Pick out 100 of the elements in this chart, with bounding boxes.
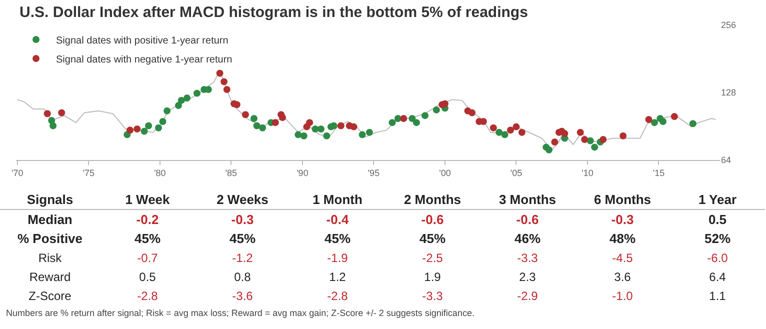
point [174, 102, 182, 109]
text: 0.5 [708, 212, 727, 227]
text: -0.6 [516, 212, 539, 227]
text: -1.9 [327, 250, 348, 264]
y-tick-label: 128 [721, 88, 736, 98]
text: -0.4 [326, 212, 349, 227]
legend-label: Signal dates with positive 1-year return [56, 35, 228, 46]
point [306, 119, 314, 126]
y-tick-label: 256 [721, 20, 736, 30]
point [134, 125, 141, 132]
text: -2.8 [327, 288, 348, 302]
point [155, 124, 162, 132]
point [358, 131, 366, 138]
text: -0.3 [231, 212, 254, 227]
text: 1.2 [329, 270, 346, 284]
category-label: 1 Week [100, 190, 195, 210]
text: 1.1 [709, 288, 726, 302]
text: -3.3 [517, 250, 538, 264]
point [250, 115, 258, 122]
text: 52% [704, 231, 731, 246]
x-tick-label: '70 [12, 168, 24, 178]
text: 46% [514, 231, 541, 246]
point [294, 131, 302, 138]
text: -6.0 [707, 250, 728, 264]
point [50, 122, 57, 130]
point [400, 115, 408, 122]
point [58, 109, 66, 116]
point [507, 126, 514, 134]
x-tick-label: '85 [225, 168, 238, 178]
point [689, 120, 696, 128]
text: -3.6 [232, 288, 253, 302]
point [512, 123, 520, 130]
point [620, 132, 627, 140]
point [501, 131, 508, 138]
point [670, 113, 678, 120]
point [581, 136, 588, 143]
point [468, 109, 476, 116]
point [561, 130, 568, 138]
point [233, 101, 240, 108]
text: -2.8 [137, 288, 158, 302]
point [350, 123, 358, 130]
point [44, 110, 51, 118]
point [164, 107, 171, 114]
point [323, 132, 330, 140]
point [242, 111, 249, 118]
point [591, 144, 598, 151]
x-tick-label: '75 [82, 168, 95, 178]
point [422, 112, 428, 120]
point [253, 122, 260, 130]
category-label: 2 Weeks [195, 190, 290, 210]
text: -2.9 [517, 288, 538, 302]
point [518, 128, 526, 136]
y-tick-label: 64 [721, 155, 732, 166]
point [145, 122, 152, 130]
point [159, 118, 166, 126]
text: Numbers are % return after signal; Risk = avg max loss; Reward = avg max gain; Z-Score +/- 2 suggests significance. [5, 307, 476, 318]
text: 48% [609, 231, 636, 246]
category-label: 2 Months [385, 190, 480, 210]
point [576, 128, 584, 136]
x-tick-label: '15 [652, 168, 665, 178]
point [441, 100, 448, 108]
point [140, 128, 148, 135]
point [184, 94, 191, 102]
legend-label: Signal dates with negative 1-year return [56, 54, 232, 66]
category-label: 1 Year [670, 190, 765, 210]
x-tick-label: '95 [368, 168, 380, 178]
point [496, 128, 503, 136]
text: 0.5 [139, 270, 156, 284]
point [412, 119, 420, 126]
point [660, 118, 666, 126]
point [408, 115, 416, 122]
text: 2.3 [519, 270, 536, 284]
text: -3.3 [422, 288, 443, 302]
point [317, 125, 324, 132]
x-tick-label: '90 [296, 168, 308, 178]
category-label: 3 Months [480, 190, 575, 210]
category-label: Z-Score [28, 288, 72, 302]
point [366, 128, 373, 136]
chart-title: U.S. Dollar Index after MACD histogram is in the bottom 5% of readings [20, 4, 528, 22]
point [223, 86, 230, 93]
text: 45% [419, 231, 446, 246]
text: 3.6 [614, 270, 631, 284]
text: -4.5 [612, 250, 633, 264]
text: Signals [0, 190, 100, 210]
text: 45% [324, 231, 351, 246]
category-label: 6 Months [575, 190, 670, 210]
point [278, 114, 286, 122]
text: -0.6 [421, 212, 444, 227]
point [586, 137, 594, 144]
text: -2.5 [422, 250, 443, 264]
point [178, 96, 185, 104]
point [545, 146, 552, 154]
point [600, 136, 607, 143]
category-label: Risk [38, 250, 62, 264]
point [216, 70, 224, 77]
point [551, 138, 558, 146]
text: -1.0 [612, 288, 633, 302]
point [330, 122, 338, 130]
text: -0.7 [137, 250, 158, 264]
x-tick-label: '10 [582, 168, 594, 178]
